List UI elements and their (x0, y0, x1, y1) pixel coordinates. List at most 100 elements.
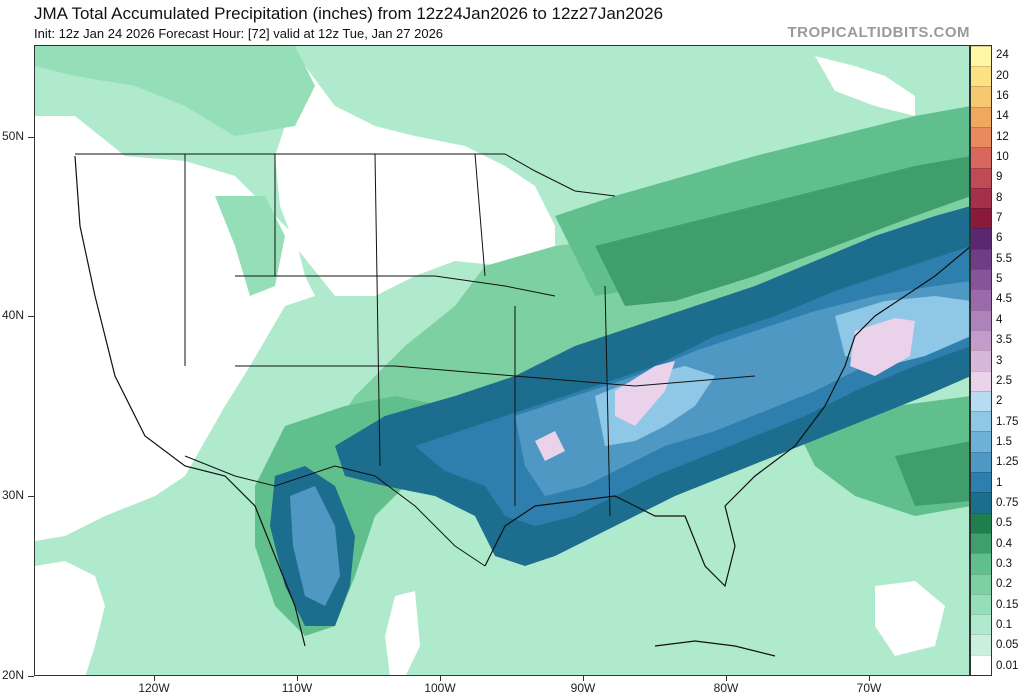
colorbar-swatch (971, 208, 991, 229)
colorbar-label: 1.75 (996, 415, 1019, 428)
colorbar-swatch (971, 329, 991, 351)
colorbar-swatch (971, 472, 991, 493)
colorbar-label: 1 (996, 476, 1003, 489)
precipitation-map[interactable] (34, 45, 970, 676)
state-line-dakotas (474, 153, 486, 277)
colorbar-label: 10 (996, 150, 1009, 163)
colorbar-swatch (971, 390, 991, 412)
precip-max-atlantic (850, 318, 915, 376)
colorbar-swatch (971, 309, 991, 330)
colorbar-swatch (971, 370, 991, 391)
colorbar-swatch (971, 512, 991, 533)
colorbar-label: 5 (996, 273, 1003, 286)
precip-max-alabama (615, 361, 675, 426)
state-line-texas-west (374, 153, 381, 467)
colorbar-label: 3 (996, 354, 1003, 367)
map-canvas (35, 46, 969, 675)
colorbar-label: 16 (996, 89, 1009, 102)
colorbar-label: 2.5 (996, 374, 1012, 387)
colorbar-swatch (971, 451, 991, 473)
coastline-pacific (74, 155, 306, 647)
colorbar-label: 0.2 (996, 578, 1012, 591)
lat-label-30n: 30N (2, 488, 25, 502)
colorbar-swatch (971, 269, 991, 290)
colorbar-swatch (971, 187, 991, 209)
coastline-gulf-atlantic (484, 246, 969, 588)
precip-colorbar (970, 45, 992, 676)
colorbar-swatch (971, 126, 991, 148)
colorbar-label: 0.01 (996, 659, 1019, 672)
colorbar-label: 1.25 (996, 456, 1019, 469)
colorbar-swatch (971, 167, 991, 188)
colorbar-label: 0.75 (996, 496, 1019, 509)
brand-watermark: TROPICALTIDBITS.COM (787, 24, 970, 41)
precip-band-northwest (35, 46, 315, 136)
lon-tick-110w (297, 676, 298, 681)
lat-tick-30n (28, 496, 34, 497)
dry-region-atlantic (875, 581, 945, 656)
colorbar-swatch (971, 532, 991, 554)
state-line-alabama (604, 285, 611, 517)
colorbar-swatch (971, 106, 991, 127)
colorbar-swatch (971, 147, 991, 168)
lon-tick-90w (583, 676, 584, 681)
colorbar-label: 4.5 (996, 293, 1012, 306)
colorbar-label: 0.5 (996, 517, 1012, 530)
lon-label-120w: 120W (138, 681, 170, 695)
colorbar-label: 0.3 (996, 558, 1012, 571)
lon-label-100w: 100W (424, 681, 456, 695)
lon-label-70w: 70W (856, 681, 882, 695)
lon-tick-120w (154, 676, 155, 681)
lat-label-40n: 40N (2, 308, 25, 322)
lon-tick-100w (440, 676, 441, 681)
us-mexico-border (184, 455, 486, 567)
colorbar-label: 3.5 (996, 334, 1012, 347)
map-title: JMA Total Accumulated Precipitation (inc… (34, 4, 664, 23)
colorbar-label: 1.5 (996, 435, 1012, 448)
coastlines (74, 155, 969, 657)
colorbar-label: 0.15 (996, 598, 1019, 611)
colorbar-swatch (971, 431, 991, 452)
colorbar-swatch (971, 492, 991, 513)
colorbar-swatch (971, 614, 991, 635)
map-subtitle: Init: 12z Jan 24 2026 Forecast Hour: [72… (34, 26, 444, 41)
colorbar-swatch (971, 228, 991, 249)
colorbar-label: 7 (996, 212, 1003, 225)
dry-region-pacific (35, 561, 105, 675)
precip-band-baja-inner (290, 486, 340, 606)
colorbar-label: 5.5 (996, 252, 1012, 265)
colorbar-label: 24 (996, 49, 1009, 62)
lat-tick-20n (28, 676, 34, 677)
lon-label-110w: 110W (281, 681, 313, 695)
colorbar-swatch (971, 593, 991, 615)
colorbar-swatch (971, 86, 991, 107)
state-line-36n (235, 275, 556, 297)
colorbar-label: 9 (996, 171, 1003, 184)
colorbar-label: 12 (996, 130, 1009, 143)
coastline-cuba (654, 640, 776, 657)
colorbar-swatch (971, 66, 991, 87)
precip-band-idaho (215, 196, 285, 296)
colorbar-label: 8 (996, 191, 1003, 204)
precip-max-louisiana (535, 431, 565, 461)
dry-region-plains (275, 66, 555, 296)
colorbar-label: 2 (996, 395, 1003, 408)
lon-tick-80w (726, 676, 727, 681)
dry-region-mexico (385, 591, 420, 675)
lat-label-20n: 20N (2, 668, 25, 682)
colorbar-label: 0.4 (996, 537, 1012, 550)
colorbar-swatch (971, 573, 991, 594)
lat-tick-40n (28, 316, 34, 317)
colorbar-label: 20 (996, 69, 1009, 82)
colorbar-swatch (971, 45, 991, 67)
colorbar-swatch (971, 411, 991, 432)
colorbar-swatch (971, 634, 991, 655)
precip-band-dark-green (595, 156, 969, 306)
boundary-lines (75, 153, 756, 567)
colorbar-label: 14 (996, 110, 1009, 123)
colorbar-swatch (971, 248, 991, 270)
lon-label-90w: 90W (570, 681, 596, 695)
colorbar-label: 6 (996, 232, 1003, 245)
colorbar-label: 0.1 (996, 619, 1012, 632)
lat-tick-50n (28, 137, 34, 138)
